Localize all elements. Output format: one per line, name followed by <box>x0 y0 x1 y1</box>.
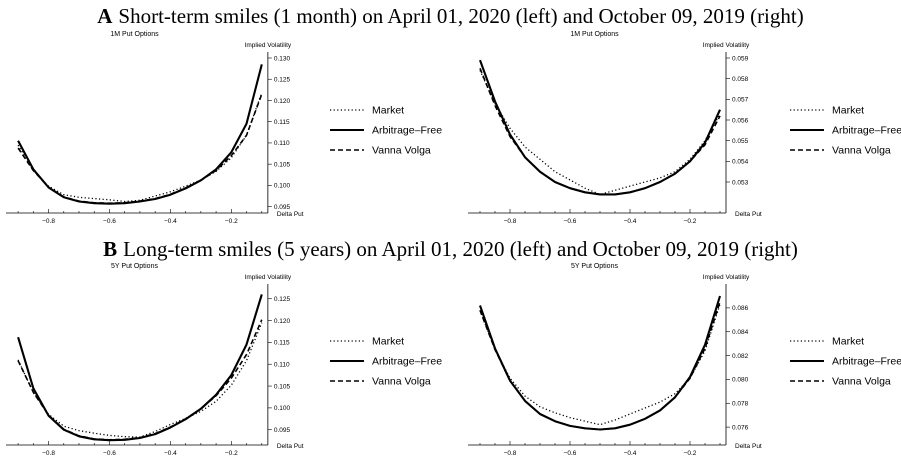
y-tick-label: 0.105 <box>274 161 291 168</box>
x-axis-label: Delta Put <box>735 211 762 218</box>
y-tick-label: 0.115 <box>274 340 290 347</box>
y-tick-label: 0.095 <box>274 427 291 434</box>
series-line-dashed <box>17 319 263 441</box>
x-tick-label: −0.8 <box>504 218 517 225</box>
series-line-dotted <box>479 304 721 426</box>
series-line-solid <box>17 294 263 442</box>
x-tick-label: −0.4 <box>164 218 177 225</box>
legend-label: Vanna Volga <box>372 145 431 157</box>
y-tick-label: 0.125 <box>274 296 291 303</box>
x-tick-label: −0.8 <box>504 450 517 457</box>
y-tick-label: 0.084 <box>732 329 749 336</box>
series-line-dashed <box>479 301 721 431</box>
chart-3: 5Y Put Options Implied Volatility Delta Pu… <box>6 263 442 457</box>
x-tick-label: −0.2 <box>684 450 697 457</box>
chart-title: 5Y Put Options <box>571 263 618 270</box>
x-tick-label: −0.4 <box>164 450 177 457</box>
x-axis-label: Delta Put <box>735 443 762 450</box>
y-tick-label: 0.110 <box>274 140 290 147</box>
y-tick-label: 0.056 <box>732 117 749 124</box>
y-tick-label: 0.120 <box>274 98 291 105</box>
panel-b-caption-text: Long-term smiles (5 years) on April 01, … <box>123 237 798 261</box>
x-tick-label: −0.4 <box>624 450 637 457</box>
y-tick-label: 0.078 <box>732 401 749 408</box>
chart-4: 5Y Put Options Implied Volatility Delta Pu… <box>468 263 901 457</box>
panel-a-caption-text: Short-term smiles (1 month) on April 01,… <box>118 4 804 28</box>
x-tick-label: −0.2 <box>225 218 238 225</box>
chart-title: 1M Put Options <box>110 31 159 38</box>
y-tick-label: 0.110 <box>274 362 290 369</box>
legend-label: Market <box>372 336 404 348</box>
legend-label: Market <box>832 105 864 117</box>
y-tick-label: 0.086 <box>732 305 749 312</box>
x-tick-label: −0.6 <box>103 450 116 457</box>
panel-a-caption: A Short-term smiles (1 month) on April 01… <box>0 4 901 28</box>
panel-b-caption: B Long-term smiles (5 years) on April 01,… <box>0 237 901 261</box>
legend-label: Vanna Volga <box>832 145 891 157</box>
y-axis-label: Implied Volatility <box>703 42 750 49</box>
panel-b-letter: B <box>103 237 118 261</box>
y-tick-label: 0.054 <box>732 159 749 166</box>
y-tick-label: 0.057 <box>732 97 749 104</box>
series-line-solid <box>17 64 263 205</box>
x-tick-label: −0.6 <box>564 218 577 225</box>
series-line-solid <box>479 295 722 431</box>
series-line-solid <box>479 59 721 196</box>
x-tick-label: −0.6 <box>103 218 116 225</box>
y-tick-label: 0.059 <box>732 55 749 62</box>
x-tick-label: −0.4 <box>624 218 637 225</box>
x-tick-label: −0.8 <box>42 218 55 225</box>
legend-label: Market <box>832 336 864 348</box>
x-tick-label: −0.2 <box>225 450 238 457</box>
x-axis-label: Delta Put <box>277 443 304 450</box>
y-tick-label: 0.055 <box>732 138 749 145</box>
y-tick-label: 0.120 <box>274 318 291 325</box>
y-tick-label: 0.100 <box>274 405 291 412</box>
legend-label: Vanna Volga <box>372 376 431 388</box>
y-tick-label: 0.130 <box>274 55 291 62</box>
y-tick-label: 0.105 <box>274 383 291 390</box>
legend-label: Vanna Volga <box>832 376 891 388</box>
x-tick-label: −0.2 <box>684 218 697 225</box>
series-line-dashed <box>17 93 263 204</box>
y-tick-label: 0.058 <box>732 76 749 83</box>
y-tick-label: 0.053 <box>732 179 749 186</box>
y-tick-label: 0.095 <box>274 204 291 211</box>
chart-2: 1M Put Options Implied Volatility Delta Pu… <box>468 31 901 225</box>
legend-label: Market <box>372 105 404 117</box>
series-line-dotted <box>17 92 263 203</box>
y-tick-label: 0.076 <box>732 424 749 431</box>
x-tick-label: −0.8 <box>42 450 55 457</box>
series-line-dashed <box>479 68 721 196</box>
legend-label: Arbitrage–Free <box>372 356 442 368</box>
chart-1: 1M Put Options Implied Volatility Delta Pu… <box>6 31 442 225</box>
x-tick-label: −0.6 <box>564 450 577 457</box>
legend-label: Arbitrage–Free <box>832 356 901 368</box>
y-tick-label: 0.100 <box>274 183 291 190</box>
series-line-dotted <box>479 70 721 196</box>
y-axis-label: Implied Volatility <box>245 42 292 49</box>
chart-title: 1M Put Options <box>570 31 619 38</box>
chart-title: 5Y Put Options <box>111 263 158 270</box>
x-axis-label: Delta Put <box>277 211 304 218</box>
y-axis-label: Implied Volatility <box>245 274 292 281</box>
y-tick-label: 0.115 <box>274 119 290 126</box>
y-tick-label: 0.125 <box>274 77 291 84</box>
legend-label: Arbitrage–Free <box>832 125 901 137</box>
panel-a-letter: A <box>97 4 113 28</box>
legend-label: Arbitrage–Free <box>372 125 442 137</box>
y-tick-label: 0.082 <box>732 353 749 360</box>
y-axis-label: Implied Volatility <box>703 274 750 281</box>
y-tick-label: 0.080 <box>732 377 749 384</box>
